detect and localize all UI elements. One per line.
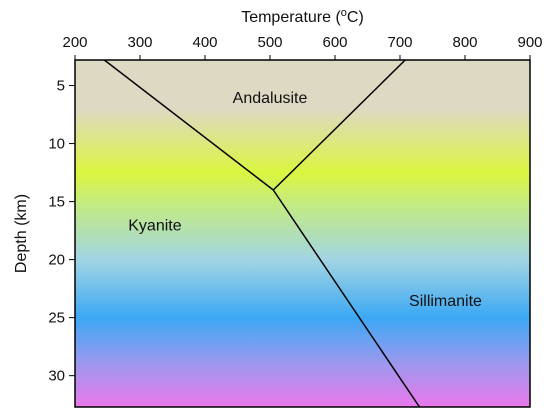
phase-boundary-line-1 [103,59,274,191]
phase-boundary-line-3 [272,189,421,408]
x-tick-label: 400 [192,34,217,51]
x-axis-title-suffix: C) [347,9,364,26]
y-tick-label: 25 [48,310,65,327]
y-tick-label: 10 [48,136,65,153]
plot-frame [74,59,531,408]
x-tick-label: 800 [452,34,477,51]
x-tick-label: 200 [62,34,87,51]
x-tick-label: 700 [387,34,412,51]
x-axis-title-prefix: Temperature ( [241,9,341,26]
y-tick-label: 15 [48,194,65,211]
phase-boundary-lines [103,59,421,408]
y-tick-label: 30 [48,368,65,385]
phase-boundary-line-2 [272,59,406,191]
y-axis-ticks: 5 10 15 20 25 30 [48,78,75,385]
region-labels: Andalusite Kyanite Sillimanite [128,90,482,310]
x-tick-label: 600 [322,34,347,51]
x-tick-label: 900 [517,34,542,51]
x-tick-label: 300 [127,34,152,51]
x-tick-label: 500 [257,34,282,51]
y-axis-title: Depth (km) [13,194,30,273]
region-label-andalusite: Andalusite [233,90,308,107]
region-label-kyanite: Kyanite [128,218,181,235]
x-axis-ticks: 200 300 400 500 600 700 800 900 [62,34,543,60]
y-tick-label: 20 [48,252,65,269]
region-label-sillimanite: Sillimanite [409,293,482,310]
x-axis-title: Temperature (oC) [241,7,364,26]
x-axis-title-superscript: o [341,7,347,19]
y-tick-label: 5 [57,78,65,95]
